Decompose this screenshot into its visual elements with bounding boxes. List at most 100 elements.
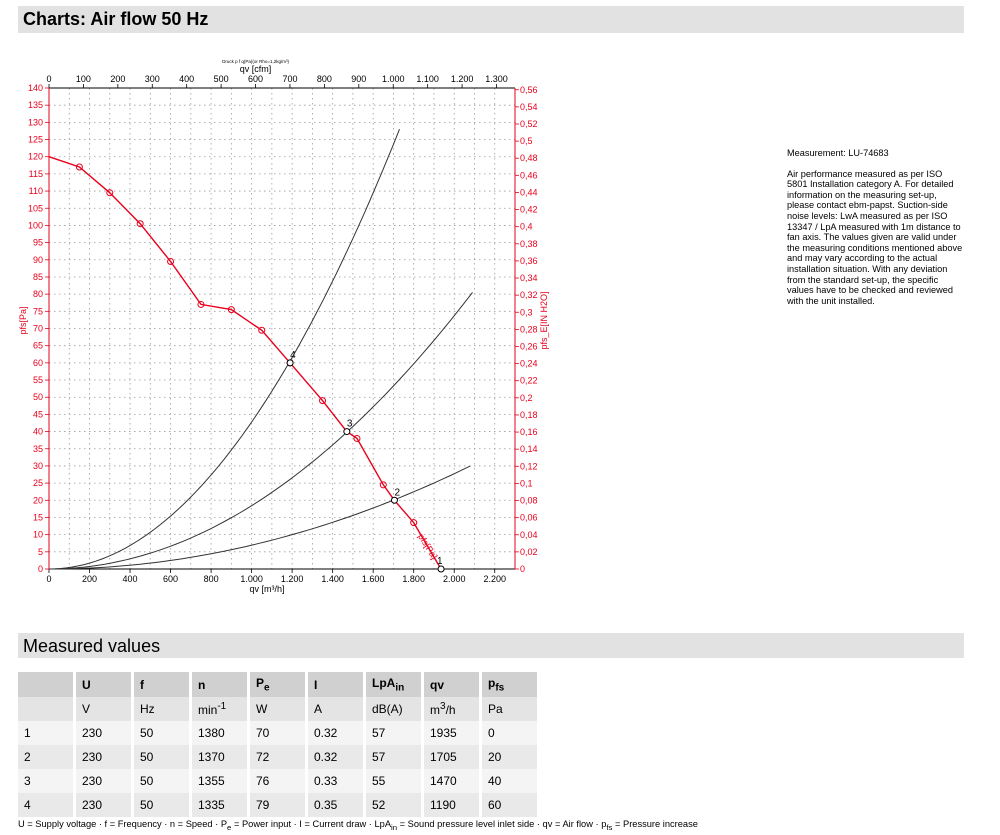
table-cell: 230 <box>76 769 131 793</box>
y-left-tick-label: 65 <box>33 341 43 351</box>
table-cell: 55 <box>366 769 421 793</box>
x-top-tick-label: 100 <box>76 74 91 84</box>
y-right-tick-label: 0,14 <box>520 444 538 454</box>
y-right-tick-label: 0,5 <box>520 136 533 146</box>
x-top-tick-label: 400 <box>179 74 194 84</box>
y-right-tick-label: 0,24 <box>520 359 538 369</box>
operating-point-marker <box>390 496 398 504</box>
y-left-tick-label: 10 <box>33 530 43 540</box>
y-left-tick-label: 85 <box>33 272 43 282</box>
table-cell: 3 <box>18 769 73 793</box>
y-left-tick-label: 130 <box>28 117 43 127</box>
table-header-cell: Pe <box>250 672 305 697</box>
y-right-tick-label: 0,08 <box>520 496 538 506</box>
x-top-tick-label: 300 <box>145 74 160 84</box>
measurement-id: Measurement: LU-74683 <box>787 148 889 158</box>
y-right-tick-label: 0,56 <box>520 85 538 95</box>
table-cell: 4 <box>18 793 73 817</box>
y-right-tick-label: 0,38 <box>520 239 538 249</box>
table-cell: 57 <box>366 745 421 769</box>
y-left-tick-label: 0 <box>38 564 43 574</box>
table-cell: 1335 <box>192 793 247 817</box>
y-left-tick-label: 110 <box>29 186 43 196</box>
y-right-tick-label: 0,2 <box>520 393 533 403</box>
table-cell: 1470 <box>424 769 479 793</box>
table-cell: 1190 <box>424 793 479 817</box>
x-bottom-tick-label: 1.800 <box>402 574 425 584</box>
y-left-tick-label: 15 <box>33 512 43 522</box>
abbreviation-footnote: U = Supply voltage · f = Frequency · n =… <box>18 819 698 832</box>
table-units-row: V Hz min-1 W A dB(A) m3/h Pa <box>18 697 537 721</box>
table-cell: 57 <box>366 721 421 745</box>
y-right-axis-label: pfs_E[IN H2O] <box>539 291 549 349</box>
x-bottom-tick-label: 1.000 <box>240 574 263 584</box>
y-left-tick-label: 70 <box>33 324 43 334</box>
table-cell: Pa <box>482 697 537 721</box>
y-right-tick-label: 0,28 <box>520 324 538 334</box>
x-top-tick-label: 800 <box>317 74 332 84</box>
y-right-tick-label: 0 <box>520 564 525 574</box>
table-cell: Hz <box>134 697 189 721</box>
y-right-tick-label: 0,16 <box>520 427 538 437</box>
table-cell: 1935 <box>424 721 479 745</box>
y-right-tick-label: 0,1 <box>520 478 533 488</box>
fan-curve-marker <box>227 306 235 314</box>
x-top-axis-label: qv [cfm] <box>240 64 272 74</box>
system-curve <box>48 292 473 570</box>
x-top-tick-label: 700 <box>282 74 297 84</box>
y-left-tick-label: 25 <box>33 478 43 488</box>
page-title: Charts: Air flow 50 Hz <box>23 9 209 29</box>
table-cell: 1380 <box>192 721 247 745</box>
y-right-tick-label: 0,32 <box>520 290 538 300</box>
y-left-tick-label: 115 <box>29 169 43 179</box>
y-left-tick-label: 60 <box>33 358 43 368</box>
y-right-tick-label: 0,52 <box>520 119 538 129</box>
table-cell: W <box>250 697 305 721</box>
y-left-tick-label: 35 <box>33 444 43 454</box>
measured-values-header: Measured values <box>18 633 964 658</box>
table-header-cell: f <box>134 672 189 697</box>
system-curve <box>48 129 400 570</box>
table-cell: 0.35 <box>308 793 363 817</box>
x-bottom-tick-label: 2.200 <box>483 574 506 584</box>
x-bottom-tick-label: 1.200 <box>281 574 304 584</box>
x-top-tick-label: 1.200 <box>451 74 474 84</box>
fan-curve-marker <box>258 326 266 334</box>
y-left-tick-label: 30 <box>33 461 43 471</box>
y-left-tick-label: 125 <box>28 135 43 145</box>
fan-curve-marker <box>75 163 83 171</box>
y-right-tick-label: 0,54 <box>520 102 538 112</box>
y-right-tick-label: 0,3 <box>520 307 533 317</box>
table-cell: 20 <box>482 745 537 769</box>
y-right-tick-label: 0,06 <box>520 513 538 523</box>
fan-curve-marker <box>410 519 418 527</box>
x-bottom-tick-label: 200 <box>82 574 97 584</box>
operating-point-label: 2 <box>394 487 400 498</box>
operating-point-marker <box>343 428 351 436</box>
x-top-tick-label: 1.100 <box>416 74 439 84</box>
x-bottom-axis-label: qv [m³/h] <box>249 584 284 594</box>
y-left-axis-label: pfs[Pa] <box>18 306 28 334</box>
y-right-tick-label: 0,22 <box>520 376 538 386</box>
table-cell: 1370 <box>192 745 247 769</box>
table-header-cell: LpAin <box>366 672 421 697</box>
operating-point-label: 3 <box>347 419 353 430</box>
table-header-cell: qv <box>424 672 479 697</box>
table-row: 3 230 50 1355 76 0.33 55 1470 40 <box>18 769 537 793</box>
x-bottom-tick-label: 1.600 <box>362 574 385 584</box>
table-header-row: U f n Pe I LpAin qv pfs <box>18 672 537 697</box>
table-cell: 60 <box>482 793 537 817</box>
table-header-cell: U <box>76 672 131 697</box>
fan-curve-marker <box>319 397 327 405</box>
fan-curve-marker <box>167 258 175 266</box>
table-cell: 230 <box>76 793 131 817</box>
table-row: 2 230 50 1370 72 0.32 57 1705 20 <box>18 745 537 769</box>
table-cell: 0.33 <box>308 769 363 793</box>
y-right-tick-label: 0,48 <box>520 153 538 163</box>
y-right-tick-label: 0,34 <box>520 273 538 283</box>
x-top-tick-label: 500 <box>214 74 229 84</box>
table-cell: 0.32 <box>308 721 363 745</box>
y-left-tick-label: 140 <box>28 83 43 93</box>
y-right-tick-label: 0,42 <box>520 205 538 215</box>
y-left-tick-label: 50 <box>33 392 43 402</box>
